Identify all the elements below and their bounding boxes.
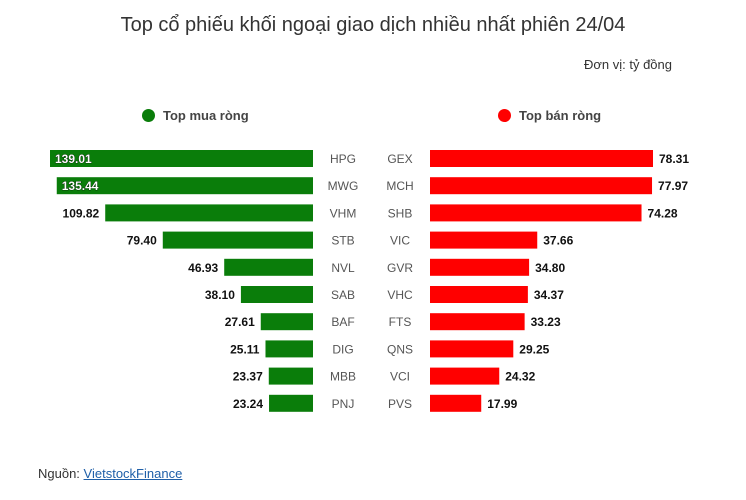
- sell-value-label: 34.80: [535, 261, 565, 275]
- sell-bar: [430, 150, 653, 167]
- buy-value-label: 25.11: [230, 342, 260, 356]
- buy-ticker-label: BAF: [331, 315, 354, 329]
- sell-ticker-label: SHB: [388, 206, 413, 220]
- sell-bar: [430, 313, 525, 331]
- source-note: Nguồn: VietstockFinance: [38, 466, 182, 481]
- sell-value-label: 34.37: [534, 288, 564, 302]
- legend-sell-swatch: [498, 109, 511, 122]
- sell-bar: [430, 394, 482, 412]
- source-link[interactable]: VietstockFinance: [83, 466, 183, 481]
- unit-label: Đơn vị: tỷ đồng: [583, 57, 672, 72]
- buy-value-label: 46.93: [188, 261, 218, 275]
- buy-value-label: 109.82: [63, 206, 100, 220]
- buy-bar: [240, 286, 313, 303]
- sell-value-label: 37.66: [543, 234, 573, 248]
- buy-value-label: 139.01: [55, 152, 92, 166]
- sell-bar: [430, 204, 642, 222]
- buy-ticker-label: MBB: [330, 370, 356, 384]
- buy-ticker-label: SAB: [331, 288, 355, 302]
- sell-value-label: 33.23: [531, 315, 561, 329]
- buy-ticker-label: VHM: [330, 206, 357, 220]
- buy-value-label: 23.24: [233, 397, 263, 411]
- sell-value-label: 78.31: [659, 152, 689, 166]
- buy-bar: [269, 394, 313, 412]
- buy-ticker-label: STB: [331, 234, 354, 248]
- sell-bar: [430, 340, 514, 358]
- sell-ticker-label: GEX: [387, 152, 412, 166]
- buy-value-label: 23.37: [233, 370, 263, 384]
- legend-buy: Top mua ròng: [142, 108, 249, 123]
- chart-title: Top cổ phiếu khối ngoại giao dịch nhiều …: [120, 14, 626, 36]
- buy-value-label: 27.61: [225, 315, 255, 329]
- sell-bar: [430, 258, 530, 276]
- sell-bar: [430, 286, 528, 303]
- buy-bar: [105, 204, 313, 222]
- sell-ticker-label: FTS: [389, 315, 412, 329]
- buy-ticker-label: DIG: [332, 342, 353, 356]
- buy-ticker-label: PNJ: [332, 397, 355, 411]
- buy-bar: [224, 258, 313, 276]
- sell-bar: [430, 231, 538, 249]
- sell-ticker-label: VCI: [390, 370, 410, 384]
- sell-ticker-label: QNS: [387, 342, 413, 356]
- sell-value-label: 24.32: [505, 370, 535, 384]
- sell-bar: [430, 367, 500, 385]
- buy-ticker-label: NVL: [331, 261, 355, 275]
- sell-value-label: 77.97: [658, 179, 688, 193]
- buy-bar: [265, 340, 313, 358]
- buy-value-label: 38.10: [205, 288, 235, 302]
- sell-ticker-label: GVR: [387, 261, 413, 275]
- buy-bar: [56, 177, 313, 195]
- sell-ticker-label: MCH: [386, 179, 413, 193]
- buy-bar: [50, 150, 313, 167]
- legend-buy-swatch: [142, 109, 155, 122]
- buy-bar: [162, 231, 313, 249]
- legend-sell: Top bán ròng: [498, 108, 601, 123]
- legend-sell-label: Top bán ròng: [519, 108, 602, 123]
- sell-ticker-label: VHC: [387, 288, 413, 302]
- sell-ticker-label: VIC: [390, 234, 410, 248]
- buy-value-label: 135.44: [62, 179, 99, 193]
- buy-ticker-label: MWG: [328, 179, 359, 193]
- buy-bar: [260, 313, 313, 331]
- source-prefix: Nguồn:: [38, 466, 84, 481]
- sell-bar: [430, 177, 653, 195]
- sell-value-label: 17.99: [487, 397, 517, 411]
- sell-value-label: 74.28: [648, 206, 678, 220]
- buy-value-label: 79.40: [127, 234, 157, 248]
- legend-buy-label: Top mua ròng: [163, 108, 249, 123]
- sell-ticker-label: PVS: [388, 397, 412, 411]
- buy-bar: [268, 367, 313, 385]
- sell-value-label: 29.25: [519, 342, 549, 356]
- buy-ticker-label: HPG: [330, 152, 356, 166]
